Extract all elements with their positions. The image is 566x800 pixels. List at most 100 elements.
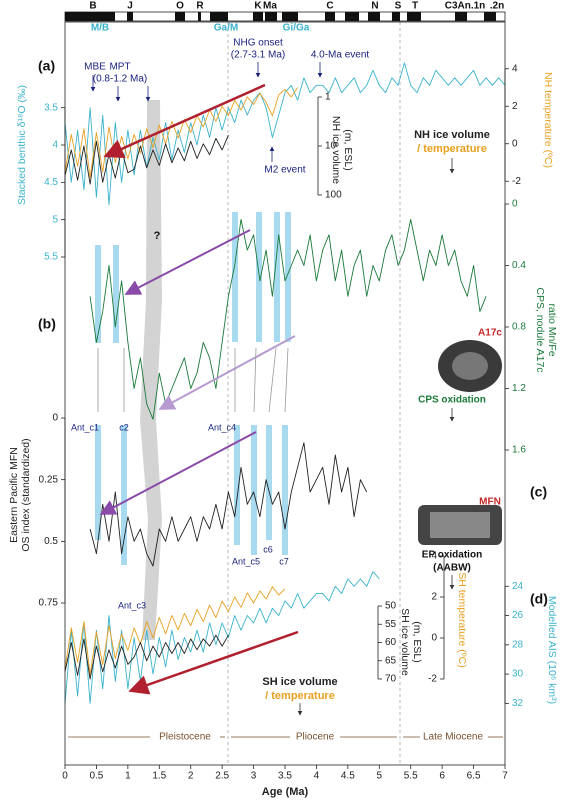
annotation: Pleistocene (159, 732, 211, 743)
gray-band (140, 100, 162, 640)
annotation: Ant_c4 (208, 422, 236, 432)
chron-blocks (65, 12, 496, 21)
y-tick-label: 1.2 (512, 383, 526, 394)
annotation: 4.0-Ma event (311, 50, 370, 61)
data-line (64, 586, 286, 676)
axis-title: CPS, nodule A17c (534, 287, 546, 372)
x-tick-label: 5 (377, 771, 383, 782)
x-tick-label: 1 (125, 771, 131, 782)
chron-label: Ma (263, 1, 277, 12)
annotation: (d) (530, 591, 548, 607)
annotation: NHG onset (233, 38, 283, 49)
data-line (64, 134, 229, 185)
chron-label: B (89, 1, 96, 12)
x-tick-label: 7 (502, 771, 508, 782)
y-tick-label: -2 (512, 176, 521, 187)
annotation: ? (154, 230, 161, 242)
y-tick-label: 0.5 (44, 536, 58, 547)
nodule-core (452, 352, 488, 380)
chron-label: Ga/M (214, 23, 238, 34)
y-tick-label: 1 (325, 92, 331, 103)
axis-title: Modelled AIS (10⁶ km³) (546, 596, 558, 704)
chron-label: S (395, 1, 402, 12)
data-line (89, 442, 368, 567)
chron-label: N (371, 1, 378, 12)
x-tick-label: 3.5 (278, 771, 292, 782)
data-line (64, 87, 298, 178)
y-tick-label: 60 (385, 637, 397, 648)
arrow (158, 335, 296, 410)
chron-label: O (176, 1, 184, 12)
annotation: A17c (478, 328, 502, 339)
axis-title: SH temperature (ºC) (456, 572, 468, 667)
annotation: / temperature (265, 690, 335, 702)
annotation: (2.7-3.1 Ma) (231, 50, 285, 61)
chron-label: K (254, 1, 262, 12)
axis-title: Stacked benthic δ¹⁸O (‰) (16, 85, 28, 205)
x-tick-label: 6 (439, 771, 445, 782)
annotation: Ant_c5 (232, 556, 260, 566)
y-tick-label: 55 (385, 619, 397, 630)
y-tick-label: 1.6 (512, 445, 526, 456)
axis-title: Eastern Pacific MFN (8, 447, 20, 543)
y-tick-label: 0.4 (512, 260, 526, 271)
x-tick-label: 4.5 (341, 771, 355, 782)
annotation: Pliocene (296, 732, 335, 743)
annotation: MFN (479, 497, 501, 508)
chron-label: J (127, 1, 133, 12)
y-tick-label: 2 (512, 101, 518, 112)
data-line (64, 571, 380, 704)
annotation: MPT (109, 62, 130, 73)
annotation: MBE (84, 62, 106, 73)
y-tick-label: 100 (325, 190, 342, 201)
annotation: (0.8-1.2 Ma) (93, 74, 147, 85)
y-tick-label: 0 (512, 199, 518, 210)
event-arrows (90, 62, 323, 162)
y-tick-label: 3.5 (44, 102, 58, 113)
y-tick-label: 4 (52, 140, 58, 151)
y-tick-label: 30 (512, 669, 524, 680)
x-axis-title: Age (Ma) (262, 786, 309, 798)
annotation: (AABW) (433, 563, 471, 574)
layout (64, 11, 506, 765)
chron-label: R (196, 1, 204, 12)
chron-label: C (326, 1, 333, 12)
annotation: c7 (279, 556, 289, 566)
arrow (103, 83, 266, 159)
y-tick-label: 4.5 (44, 177, 58, 188)
y-tick-label: 26 (512, 610, 524, 621)
chron-label: C3An.1n (445, 1, 486, 12)
y-tick-label: 0.8 (512, 322, 526, 333)
y-tick-label: 0 (52, 413, 58, 424)
annotation: NH ice volume (414, 129, 490, 141)
x-tick-label: 1.5 (152, 771, 166, 782)
arrow (124, 229, 251, 295)
annotation: / temperature (417, 143, 487, 155)
annotation: Late Miocene (423, 732, 483, 743)
axis-title: SH ice volume (399, 608, 411, 676)
y-tick-label: 0.75 (39, 598, 59, 609)
y-tick-label: 50 (385, 601, 397, 612)
x-tick-label: 4 (314, 771, 320, 782)
data-line (89, 218, 487, 420)
frame (64, 21, 506, 766)
y-tick-label: 5.5 (44, 252, 58, 263)
x-tick-label: 0 (62, 771, 68, 782)
axis-title: OS index (standardized) (20, 438, 32, 551)
annotation: SH ice volume (262, 676, 337, 688)
axis-title: NH temperature (ºC) (542, 72, 554, 168)
data-line (64, 62, 506, 206)
overlay (64, 21, 506, 766)
data-line (64, 634, 229, 680)
y-tick-label: 24 (512, 581, 524, 592)
axis-title: (m, ESL) (411, 621, 423, 662)
axis-title: ratio Mn/Fe (546, 303, 558, 356)
plot: B M/B J O R Ga/M K Ma Gi/Ga C N S T C3An.1n .2n 3.5 4 4.5… (8, 1, 558, 798)
y-tick-label: 65 (385, 655, 397, 666)
annotation: c2 (119, 422, 129, 432)
x-tick-label: 3 (251, 771, 257, 782)
chron-label: M/B (91, 23, 109, 34)
annotation: (b) (38, 316, 56, 332)
